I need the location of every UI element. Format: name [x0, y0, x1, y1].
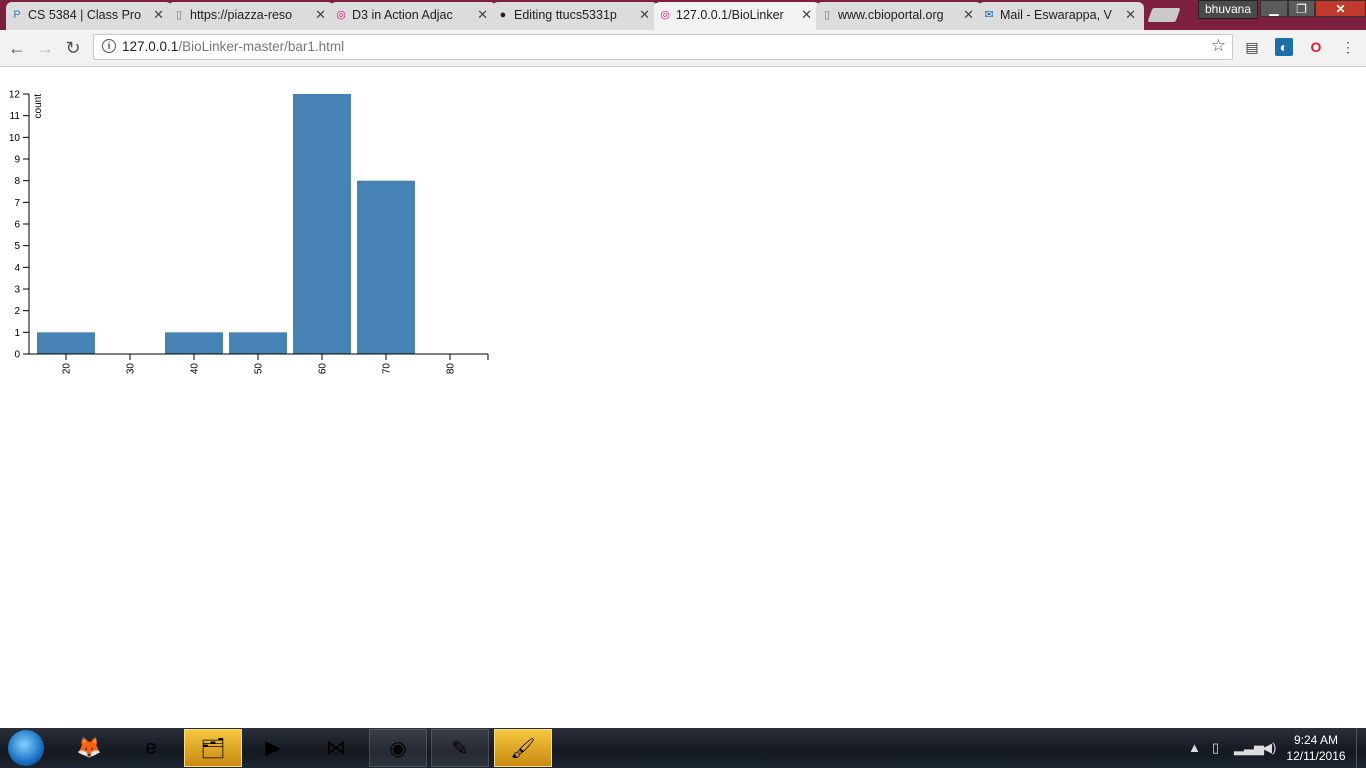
tab-4[interactable]: ◎ 127.0.0.1/BioLinker ✕	[654, 2, 820, 30]
bar-70	[357, 180, 415, 354]
tab-close-icon[interactable]: ✕	[963, 7, 974, 22]
y-tick-label: 7	[14, 198, 20, 209]
reload-button[interactable]: ↻	[65, 38, 81, 58]
bar-60	[293, 94, 351, 354]
browser-toolbar: ← → ↻ i 127.0.0.1/BioLinker-master/bar1.…	[0, 30, 1366, 67]
x-tick-label: 70	[382, 363, 393, 375]
bar-20	[37, 332, 95, 354]
github-icon: ●	[499, 9, 507, 21]
bar-50	[229, 332, 287, 354]
chrome-icon[interactable]: ◉	[369, 729, 427, 767]
page-icon: ▯	[823, 9, 831, 21]
file-explorer-icon[interactable]: 🗂	[184, 729, 242, 767]
extension-spy-icon[interactable]: ◐	[1275, 38, 1293, 56]
notepad-plus-icon[interactable]: ✎	[431, 729, 489, 767]
tab-title: Editing ttucs5331p	[514, 8, 617, 22]
x-tick-label: 40	[190, 363, 201, 375]
x-tick-label: 50	[254, 363, 265, 375]
network-icon[interactable]: ▂▃▅	[1234, 740, 1264, 755]
new-tab-button[interactable]	[1147, 8, 1181, 22]
d3-icon: ◎	[336, 9, 346, 21]
paint-icon[interactable]: 🖌	[494, 729, 552, 767]
y-tick-label: 11	[10, 111, 21, 122]
tab-5[interactable]: ▯ www.cbioportal.org ✕	[816, 2, 982, 30]
extension-film-icon[interactable]: ▤	[1245, 39, 1259, 55]
tab-title: CS 5384 | Class Pro	[28, 8, 142, 22]
volume-icon[interactable]: ◀)	[1262, 740, 1277, 755]
tab-6[interactable]: ✉ Mail - Eswarappa, V ✕	[978, 2, 1144, 30]
page-icon: ▯	[175, 9, 183, 21]
y-tick-label: 4	[14, 263, 20, 274]
y-tick-label: 12	[9, 90, 21, 101]
tab-close-icon[interactable]: ✕	[315, 7, 326, 22]
tab-close-icon[interactable]: ✕	[477, 7, 488, 22]
url-host: 127.0.0.1	[122, 39, 179, 54]
tab-1[interactable]: ▯ https://piazza-reso ✕	[168, 2, 334, 30]
tab-close-icon[interactable]: ✕	[801, 7, 812, 22]
visual-studio-icon[interactable]: ⋈	[326, 737, 346, 759]
url-path: /BioLinker-master/bar1.html	[178, 39, 345, 54]
show-hidden-icons-icon[interactable]: ▲	[1188, 740, 1201, 755]
y-tick-label: 8	[14, 176, 20, 187]
info-icon[interactable]: i	[102, 39, 116, 53]
close-window-button[interactable]: ✕	[1315, 0, 1366, 17]
opera-icon[interactable]: O	[1310, 39, 1322, 55]
tab-title: Mail - Eswarappa, V	[1000, 8, 1112, 22]
clock-date: 12/11/2016	[1286, 749, 1346, 763]
tab-title: 127.0.0.1/BioLinker	[676, 8, 784, 22]
bookmark-star-icon[interactable]: ☆	[1210, 36, 1226, 55]
x-tick-label: 20	[62, 363, 73, 375]
address-bar[interactable]: i 127.0.0.1/BioLinker-master/bar1.html ☆	[93, 34, 1233, 60]
back-button[interactable]: ←	[8, 38, 26, 58]
page-content: 0 1 2 3 4 5 6 7 8 9 10 11 12 count 20 30 40 50 60 70 80	[0, 67, 1366, 728]
piazza-icon: P	[13, 9, 21, 21]
bar-40	[165, 332, 223, 354]
y-tick-label: 2	[14, 306, 20, 317]
y-tick-label: 3	[14, 285, 20, 296]
tab-0[interactable]: P CS 5384 | Class Pro ✕	[6, 2, 172, 30]
internet-explorer-icon[interactable]: e	[145, 737, 157, 759]
menu-icon[interactable]: ⋮	[1341, 39, 1355, 55]
y-tick-label: 10	[9, 133, 21, 144]
y-tick-label: 6	[14, 220, 20, 231]
d3-icon: ◎	[660, 9, 670, 21]
tab-title: D3 in Action Adjac	[352, 8, 453, 22]
tab-3[interactable]: ● Editing ttucs5331p ✕	[492, 2, 658, 30]
media-player-icon[interactable]: ▶	[265, 737, 281, 759]
x-tick-label: 80	[446, 363, 457, 375]
show-desktop-button[interactable]	[1356, 728, 1366, 768]
tab-close-icon[interactable]: ✕	[153, 7, 164, 22]
y-tick-label: 0	[14, 350, 20, 361]
clock-time: 9:24 AM	[1293, 733, 1339, 747]
forward-button[interactable]: →	[36, 38, 54, 58]
start-button[interactable]	[8, 730, 44, 766]
firefox-icon[interactable]: 🦊	[76, 737, 102, 759]
profile-button[interactable]: bhuvana	[1198, 0, 1258, 19]
tab-close-icon[interactable]: ✕	[639, 7, 650, 22]
y-tick-label: 5	[14, 241, 20, 252]
minimize-button[interactable]: ▁	[1260, 0, 1288, 17]
x-tick-label: 60	[318, 363, 329, 375]
tab-title: www.cbioportal.org	[838, 8, 944, 22]
tab-2[interactable]: ◎ D3 in Action Adjac ✕	[330, 2, 496, 30]
y-tick-label: 1	[14, 328, 20, 339]
maximize-button[interactable]: ❐	[1288, 0, 1315, 17]
battery-icon[interactable]: ▯	[1212, 740, 1220, 755]
taskbar: ▲ ▯ ▂▃▅ ◀) 9:24 AM 12/11/2016 🦊 e 🗂 ▶ ⋈ ◉ ✎ 🖌	[0, 728, 1366, 768]
y-tick-label: 9	[14, 155, 20, 166]
y-axis-label: count	[33, 94, 44, 119]
clock[interactable]: 9:24 AM 12/11/2016	[1280, 732, 1352, 764]
url-text[interactable]: 127.0.0.1/BioLinker-master/bar1.html	[122, 39, 344, 54]
x-tick-label: 30	[126, 363, 137, 375]
tab-title: https://piazza-reso	[190, 8, 293, 22]
tab-close-icon[interactable]: ✕	[1125, 7, 1136, 22]
mail-icon: ✉	[984, 9, 994, 21]
